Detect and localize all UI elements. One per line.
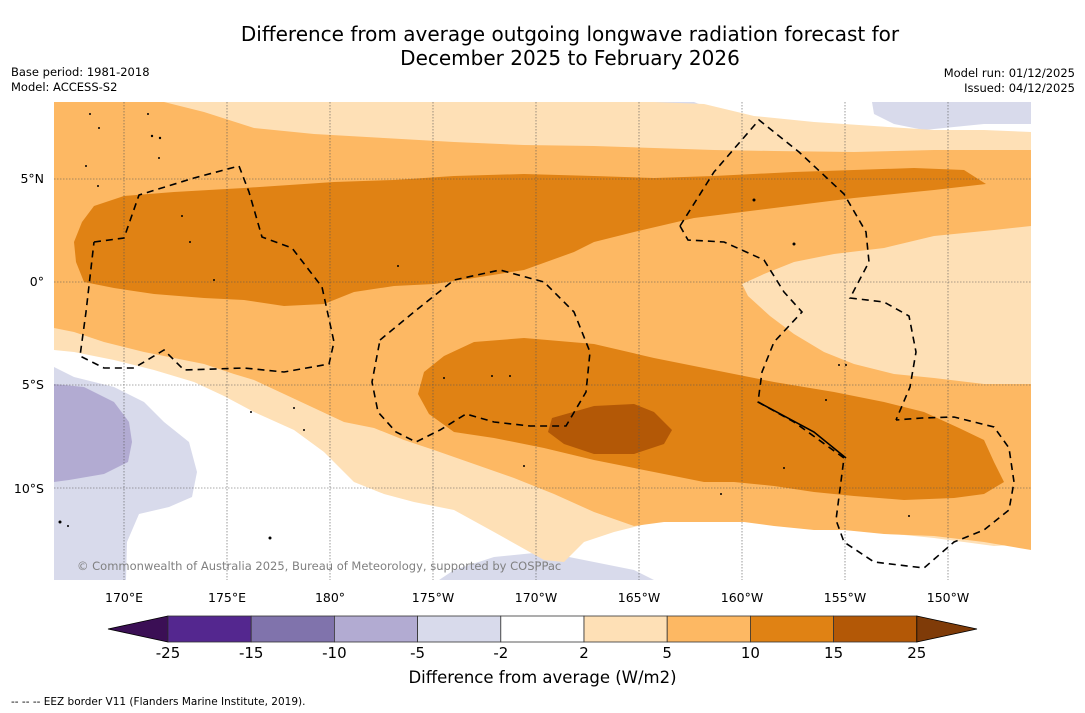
lon-label-150w: 150°W	[926, 590, 970, 605]
map-title: Difference from average outgoing longwav…	[0, 22, 1085, 70]
colorbar-bin	[500, 615, 585, 643]
anomaly-region-neg-light-northeast	[872, 102, 1031, 130]
island-dots	[58, 113, 910, 540]
gridlines	[54, 102, 1031, 580]
colorbar-tick-label: -10	[322, 644, 347, 662]
model-info: Base period: 1981-2018 Model: ACCESS-S2	[11, 65, 150, 94]
anomaly-region-pos-10-15-north	[74, 168, 986, 306]
colorbar-bin	[417, 615, 502, 643]
lon-label-170w: 170°W	[514, 590, 558, 605]
lon-label-175w: 175°W	[411, 590, 455, 605]
eez-borders	[79, 118, 1015, 569]
olr-anomaly-map[interactable]	[54, 102, 1031, 580]
lat-label-5s: 5°S	[21, 377, 44, 392]
colorbar-tick-label: -15	[238, 644, 264, 662]
colorbar-bin	[583, 615, 668, 643]
colorbar-tick-label: -5	[410, 644, 426, 662]
colorbar	[107, 615, 978, 643]
lon-label-175e: 175°E	[207, 590, 247, 605]
colorbar-tick-label: 25	[907, 644, 927, 662]
eez-legend-note: -- -- -- EEZ border V11 (Flanders Marine…	[11, 696, 306, 708]
title-line-2: December 2025 to February 2026	[400, 46, 740, 70]
lon-label-180: 180°	[314, 590, 346, 605]
anomaly-region-neg-light-south	[439, 552, 654, 580]
colorbar-tick-label: -2	[493, 644, 509, 662]
anomaly-region-pos-15-25	[548, 404, 672, 454]
eez-border-phoenix	[371, 269, 591, 443]
colorbar-bin	[666, 615, 751, 643]
lon-label-170e: 170°E	[104, 590, 144, 605]
colorbar-bin	[250, 615, 335, 643]
base-period: Base period: 1981-2018	[11, 65, 150, 79]
colorbar-tick-label: -25	[155, 644, 181, 662]
colorbar-tick-label: 10	[740, 644, 760, 662]
lat-label-5n: 5°N	[20, 171, 44, 186]
colorbar-label: Difference from average (W/m2)	[408, 668, 677, 687]
eez-border-tuvalu-kiribati-west	[79, 165, 335, 373]
run-info: Model run: 01/12/2025 Issued: 04/12/2025	[944, 66, 1075, 95]
colorbar-tick-label: 15	[824, 644, 844, 662]
model-name: Model: ACCESS-S2	[11, 79, 118, 94]
lon-label-165w: 165°W	[617, 590, 661, 605]
colorbar-tick-label: 2	[579, 644, 589, 662]
lat-label-10s: 10°S	[13, 481, 44, 496]
lon-label-160w: 160°W	[720, 590, 764, 605]
title-line-1: Difference from average outgoing longwav…	[240, 22, 900, 46]
colorbar-extend-high	[916, 615, 978, 643]
map-panel[interactable]	[54, 102, 1031, 580]
model-run-date: Model run: 01/12/2025	[943, 66, 1075, 80]
anomaly-region-pos-10-15-south	[418, 338, 1004, 500]
colorbar-bin	[833, 615, 918, 643]
lat-label-0: 0°	[29, 274, 44, 289]
colorbar-extend-low	[107, 615, 169, 643]
anomaly-region-neg-mid-west	[54, 384, 132, 482]
colorbar-bin	[750, 615, 835, 643]
copyright-notice: © Commonwealth of Australia 2025, Bureau…	[77, 559, 562, 573]
issued-date: Issued: 04/12/2025	[964, 80, 1075, 95]
eez-border-line-islands-mid	[679, 225, 1015, 569]
eez-border-solid-segment	[757, 401, 847, 459]
eez-border-line-islands-north	[679, 118, 917, 421]
colorbar-bin	[333, 615, 418, 643]
colorbar-bin	[167, 615, 252, 643]
colorbar-tick-label: 5	[662, 644, 672, 662]
lon-label-155w: 155°W	[823, 590, 867, 605]
